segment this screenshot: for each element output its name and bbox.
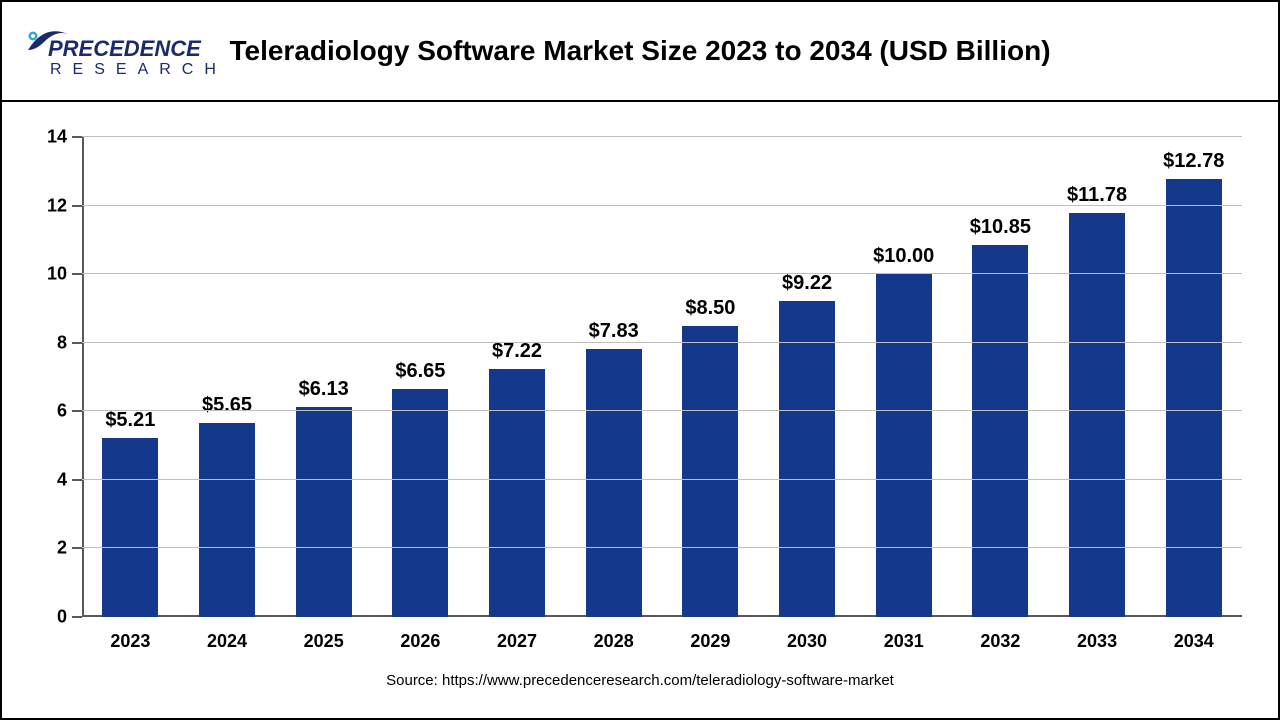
y-tick-label: 0 [17,607,67,628]
x-ticks: 2023202420252026202720282029203020312032… [82,631,1242,652]
grid-line [82,547,1242,548]
brand-logo: PRECEDENCE RESEARCH [22,20,232,89]
bar-value-label: $10.85 [942,216,1058,239]
y-tick-label: 14 [17,127,67,148]
x-tick-label: 2025 [275,631,372,652]
bar-slot: $5.21 [82,137,179,617]
y-tick [72,547,82,549]
y-tick-label: 6 [17,401,67,422]
source-text: Source: https://www.precedenceresearch.c… [2,672,1278,689]
bar-value-label: $7.83 [556,320,672,343]
y-tick [72,342,82,344]
y-tick-label: 10 [17,264,67,285]
bar-slot: $7.83 [565,137,662,617]
bar [102,438,158,617]
y-tick [72,616,82,618]
bar-slot: $12.78 [1145,137,1242,617]
brand-subname: RESEARCH [50,61,227,78]
x-tick-label: 2027 [469,631,566,652]
y-tick [72,136,82,138]
bar-slot: $9.22 [759,137,856,617]
grid-line [82,205,1242,206]
bar-slot: $7.22 [469,137,566,617]
grid-line [82,136,1242,137]
bar-slot: $5.65 [179,137,276,617]
y-tick-label: 2 [17,538,67,559]
x-tick-label: 2033 [1049,631,1146,652]
bar [1166,179,1222,617]
grid-line [82,410,1242,411]
bar-value-label: $7.22 [459,340,575,363]
bar [199,423,255,617]
chart-area: $5.21$5.65$6.13$6.65$7.22$7.83$8.50$9.22… [2,102,1278,667]
x-tick-label: 2024 [179,631,276,652]
x-tick-label: 2031 [855,631,952,652]
grid-line [82,273,1242,274]
bar-slot: $11.78 [1049,137,1146,617]
bar-slot: $6.13 [275,137,372,617]
bar [682,326,738,617]
y-tick [72,273,82,275]
bar-value-label: $10.00 [846,245,962,268]
bar [779,301,835,617]
header: PRECEDENCE RESEARCH Teleradiology Softwa… [2,2,1278,102]
brand-name: PRECEDENCE [48,36,202,61]
chart-title: Teleradiology Software Market Size 2023 … [229,35,1050,67]
x-tick-label: 2026 [372,631,469,652]
x-tick-label: 2023 [82,631,179,652]
y-tick-label: 4 [17,469,67,490]
x-tick-label: 2029 [662,631,759,652]
bar-slot: $10.85 [952,137,1049,617]
bar-value-label: $9.22 [749,272,865,295]
y-tick [72,479,82,481]
bar-slot: $6.65 [372,137,469,617]
plot: $5.21$5.65$6.13$6.65$7.22$7.83$8.50$9.22… [82,137,1242,617]
bar-value-label: $12.78 [1136,150,1252,173]
bar [489,369,545,617]
y-tick [72,205,82,207]
bars-group: $5.21$5.65$6.13$6.65$7.22$7.83$8.50$9.22… [82,137,1242,617]
chart-container: PRECEDENCE RESEARCH Teleradiology Softwa… [0,0,1280,720]
y-tick [72,410,82,412]
grid-line [82,479,1242,480]
bar [586,349,642,617]
bar-value-label: $8.50 [652,297,768,320]
bar [296,407,352,617]
bar [876,274,932,617]
x-tick-label: 2030 [759,631,856,652]
bar-slot: $8.50 [662,137,759,617]
y-tick-label: 12 [17,195,67,216]
bar [972,245,1028,617]
bar [392,389,448,617]
x-tick-label: 2034 [1145,631,1242,652]
x-tick-label: 2032 [952,631,1049,652]
bar-slot: $10.00 [855,137,952,617]
grid-line [82,342,1242,343]
y-tick-label: 8 [17,332,67,353]
x-tick-label: 2028 [565,631,662,652]
